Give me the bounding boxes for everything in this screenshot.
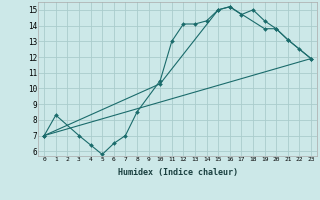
X-axis label: Humidex (Indice chaleur): Humidex (Indice chaleur) (118, 168, 238, 177)
